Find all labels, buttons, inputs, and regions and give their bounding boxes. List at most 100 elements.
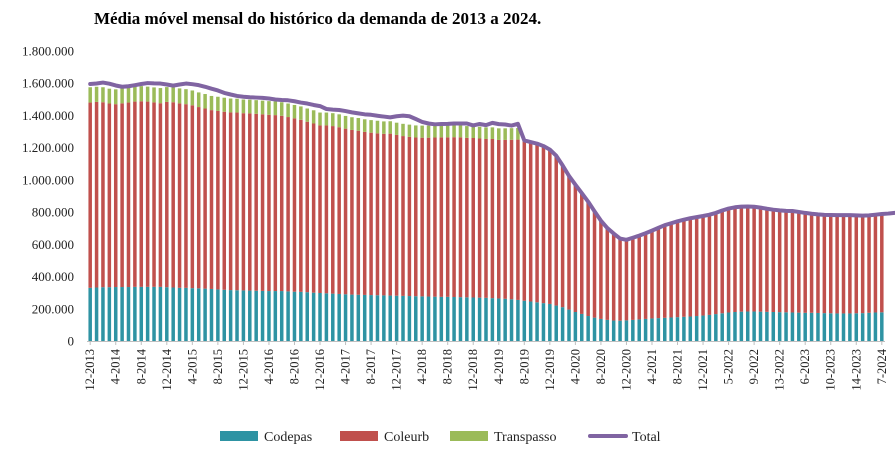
- bar-codepas: [707, 314, 712, 341]
- bar-coleurb: [145, 101, 150, 287]
- bar-coleurb: [599, 220, 603, 319]
- bar-codepas: [777, 312, 782, 341]
- bar-codepas: [650, 318, 654, 341]
- bar-codepas: [484, 297, 488, 341]
- bar-transpasso: [382, 121, 386, 134]
- bar-coleurb: [254, 113, 258, 291]
- bar-coleurb: [369, 132, 373, 296]
- bar-codepas: [803, 312, 807, 341]
- bar-transpasso: [133, 86, 137, 102]
- bar-codepas: [509, 299, 514, 341]
- bar-coleurb: [203, 108, 207, 289]
- bar-coleurb: [279, 115, 284, 292]
- bar-coleurb: [880, 214, 884, 313]
- x-tick-label: 4-2019: [492, 349, 506, 384]
- bar-codepas: [458, 297, 463, 341]
- bar-codepas: [401, 295, 405, 341]
- bar-transpasso: [401, 123, 405, 137]
- bar-coleurb: [522, 140, 527, 301]
- bar-codepas: [362, 294, 367, 341]
- x-tick-label: 4-2018: [415, 349, 429, 384]
- bar-coleurb: [126, 102, 131, 288]
- bar-transpasso: [490, 127, 495, 139]
- bar-coleurb: [860, 215, 865, 314]
- bar-transpasso: [509, 128, 514, 140]
- bar-coleurb: [458, 137, 463, 298]
- bar-coleurb: [228, 112, 233, 291]
- bar-transpasso: [465, 126, 469, 138]
- legend-label: Total: [632, 430, 661, 445]
- bar-coleurb: [260, 114, 265, 291]
- bar-codepas: [88, 287, 92, 341]
- bar-coleurb: [554, 155, 558, 306]
- bar-transpasso: [235, 98, 239, 113]
- bar-codepas: [656, 318, 661, 341]
- total-line-group: [88, 80, 895, 242]
- bar-transpasso: [120, 88, 124, 104]
- y-tick-label: 1.000.000: [22, 172, 74, 187]
- bar-transpasso: [88, 87, 92, 103]
- bar-codepas: [388, 295, 392, 341]
- bar-coleurb: [248, 113, 252, 291]
- bar-coleurb: [497, 139, 501, 299]
- bar-codepas: [675, 317, 680, 341]
- y-tick-label: 1.400.000: [22, 108, 74, 123]
- bar-transpasso: [165, 87, 169, 102]
- bar-codepas: [107, 287, 112, 341]
- bar-coleurb: [528, 142, 533, 302]
- bar-codepas: [369, 295, 373, 341]
- bar-coleurb: [765, 208, 769, 312]
- bar-codepas: [203, 288, 207, 341]
- bar-coleurb: [701, 215, 705, 316]
- bar-codepas: [592, 317, 597, 341]
- bar-coleurb: [222, 111, 227, 290]
- bar-codepas: [854, 313, 859, 341]
- bar-codepas: [477, 297, 482, 341]
- x-tick-label: 9-2022: [747, 349, 761, 384]
- bar-codepas: [407, 296, 412, 341]
- bar-transpasso: [356, 118, 361, 131]
- bar-codepas: [254, 290, 258, 341]
- legend-item-total: Total: [588, 430, 661, 445]
- bar-transpasso: [241, 99, 246, 114]
- bar-coleurb: [113, 104, 118, 288]
- bar-transpasso: [484, 127, 488, 139]
- bar-coleurb: [637, 235, 641, 320]
- x-tick-label: 8-2018: [441, 349, 455, 384]
- y-tick-label: 1.600.000: [22, 76, 74, 91]
- bar-codepas: [190, 288, 195, 341]
- bar-transpasso: [177, 88, 182, 104]
- bar-codepas: [356, 294, 361, 341]
- legend-label: Codepas: [264, 430, 312, 445]
- bar-coleurb: [643, 233, 648, 319]
- bar-coleurb: [158, 103, 163, 287]
- bar-codepas: [241, 290, 246, 341]
- bar-codepas: [828, 313, 833, 341]
- bar-coleurb: [401, 136, 405, 296]
- bar-transpasso: [337, 114, 341, 128]
- bar-codepas: [158, 286, 163, 341]
- bar-codepas: [745, 311, 750, 341]
- bar-transpasso: [260, 100, 265, 115]
- bar-transpasso: [101, 87, 105, 103]
- bar-codepas: [503, 298, 507, 341]
- legend-item-transpasso: Transpasso: [450, 430, 557, 445]
- legend-label: Transpasso: [494, 430, 557, 445]
- bar-transpasso: [452, 125, 456, 138]
- bar-codepas: [739, 311, 744, 341]
- bar-codepas: [292, 291, 297, 341]
- bar-codepas: [311, 292, 316, 341]
- bar-coleurb: [388, 133, 392, 296]
- bar-coleurb: [797, 211, 801, 313]
- bar-coleurb: [745, 206, 750, 312]
- bar-coleurb: [694, 217, 699, 317]
- bar-coleurb: [841, 215, 846, 314]
- bar-codepas: [714, 314, 718, 341]
- bar-codepas: [177, 287, 182, 341]
- bar-coleurb: [516, 139, 520, 300]
- bar-transpasso: [152, 87, 156, 103]
- bar-coleurb: [465, 137, 469, 298]
- bar-coleurb: [375, 133, 380, 296]
- bar-coleurb: [311, 123, 316, 293]
- bar-codepas: [790, 312, 795, 341]
